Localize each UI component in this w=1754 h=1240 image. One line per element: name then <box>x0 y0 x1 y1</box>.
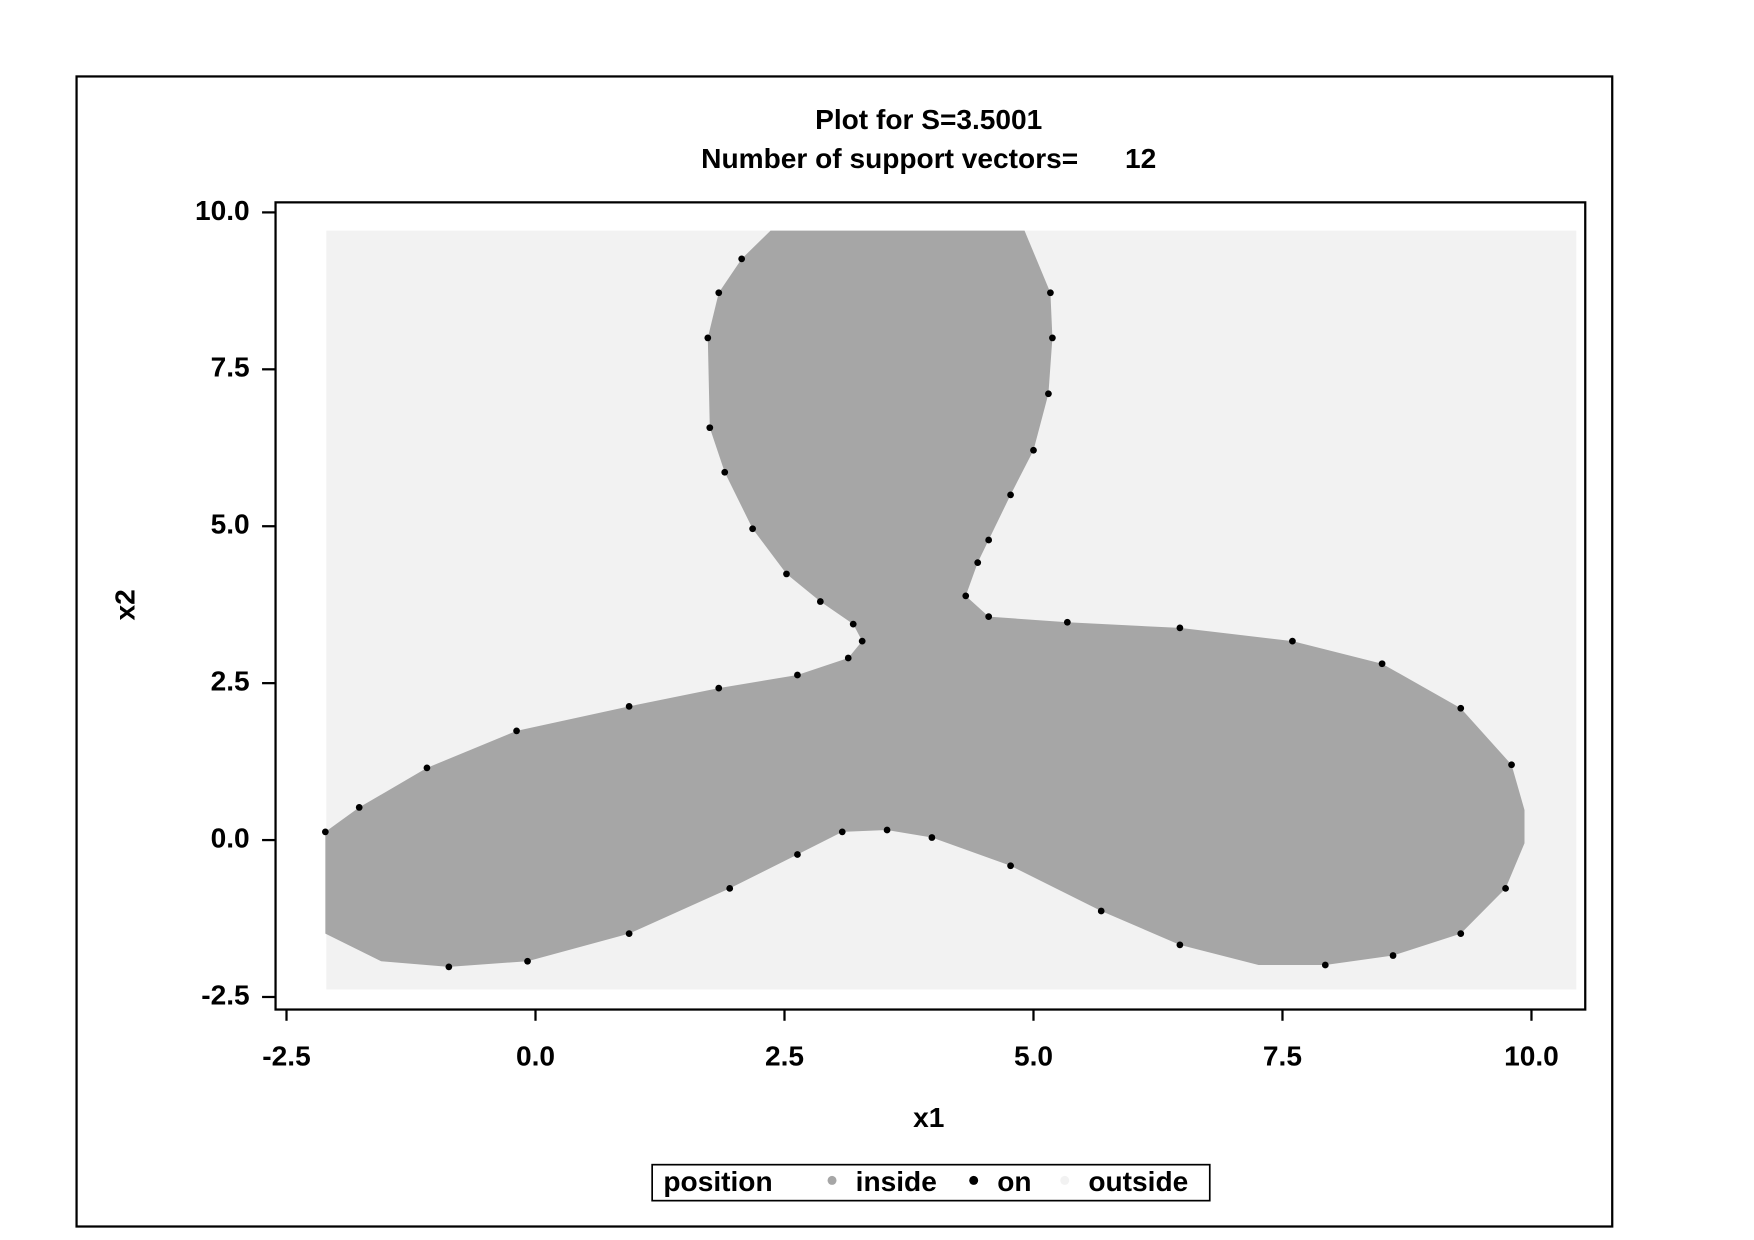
on-point <box>962 592 970 600</box>
y-tick-label: 7.5 <box>211 352 250 383</box>
on-point <box>726 885 734 892</box>
legend-title: position <box>663 1166 772 1197</box>
on-point <box>1047 289 1054 297</box>
on-point <box>721 468 729 476</box>
on-point <box>738 255 746 263</box>
on-point <box>858 637 866 645</box>
on-point <box>794 851 801 858</box>
legend-label: outside <box>1088 1166 1188 1197</box>
legend-box <box>651 1163 1211 1202</box>
on-point <box>1007 862 1014 870</box>
on-point <box>625 703 633 710</box>
on-point <box>794 671 801 679</box>
legend-marker <box>969 1175 979 1185</box>
x-tick-label: 2.5 <box>765 1040 804 1071</box>
on-point <box>355 804 363 811</box>
x-tick-label: -2.5 <box>262 1040 310 1071</box>
on-point <box>883 826 891 834</box>
on-point <box>783 570 790 578</box>
legend-marker <box>827 1175 837 1185</box>
legend: outside inside on <box>827 1166 1188 1197</box>
plot-frame <box>274 201 1587 1011</box>
on-point <box>706 424 714 432</box>
on-point <box>849 620 857 628</box>
on-point <box>749 525 756 533</box>
x-tick-label: 0.0 <box>516 1040 555 1071</box>
on-point <box>1063 618 1071 626</box>
on-point <box>844 654 852 662</box>
chart-subtitle: Number of support vectors= 12 <box>701 143 1156 174</box>
on-point <box>1457 930 1465 937</box>
on-point <box>1289 637 1296 645</box>
on-point <box>513 727 520 735</box>
on-point <box>1007 491 1014 499</box>
on-point <box>1049 334 1056 342</box>
y-tick-label: 5.0 <box>211 509 250 540</box>
on-point <box>1378 660 1386 668</box>
on-point <box>423 764 431 772</box>
x-tick-label: 5.0 <box>1014 1040 1053 1071</box>
on-point <box>445 963 453 971</box>
on-point <box>928 834 936 841</box>
on-point <box>1457 704 1465 712</box>
y-tick-label: -2.5 <box>201 979 249 1010</box>
on-point <box>974 559 982 567</box>
on-point <box>1389 952 1397 959</box>
on-point <box>1030 446 1037 454</box>
on-point <box>704 334 712 342</box>
chart-title: Plot for S=3.5001 <box>815 104 1042 135</box>
y-axis-label: x2 <box>110 589 141 620</box>
on-point <box>321 828 329 836</box>
on-point <box>625 930 633 937</box>
on-point <box>985 536 993 544</box>
y-tick-label: 0.0 <box>211 822 250 853</box>
legend-label: inside <box>856 1166 937 1197</box>
on-point <box>1097 907 1105 915</box>
on-point <box>715 289 723 297</box>
on-point <box>715 684 723 692</box>
y-tick-label: 10.0 <box>195 195 250 226</box>
x-tick-label: 7.5 <box>1263 1040 1302 1071</box>
on-point <box>816 598 824 605</box>
plot-area <box>321 230 1577 990</box>
x-axis-label: x1 <box>913 1102 944 1133</box>
on-point <box>1321 961 1329 969</box>
inside-region <box>325 230 1525 967</box>
on-point <box>1176 941 1184 949</box>
y-tick-label: 2.5 <box>211 666 250 697</box>
on-point <box>524 957 531 965</box>
on-point <box>1045 390 1052 398</box>
on-point <box>1502 885 1509 892</box>
on-point <box>1508 761 1515 769</box>
legend-marker <box>1060 1175 1070 1185</box>
x-tick-label: 10.0 <box>1504 1040 1559 1071</box>
legend-label: on <box>997 1166 1031 1197</box>
on-point <box>838 828 846 836</box>
on-point <box>985 613 993 620</box>
on-point <box>1176 624 1184 632</box>
